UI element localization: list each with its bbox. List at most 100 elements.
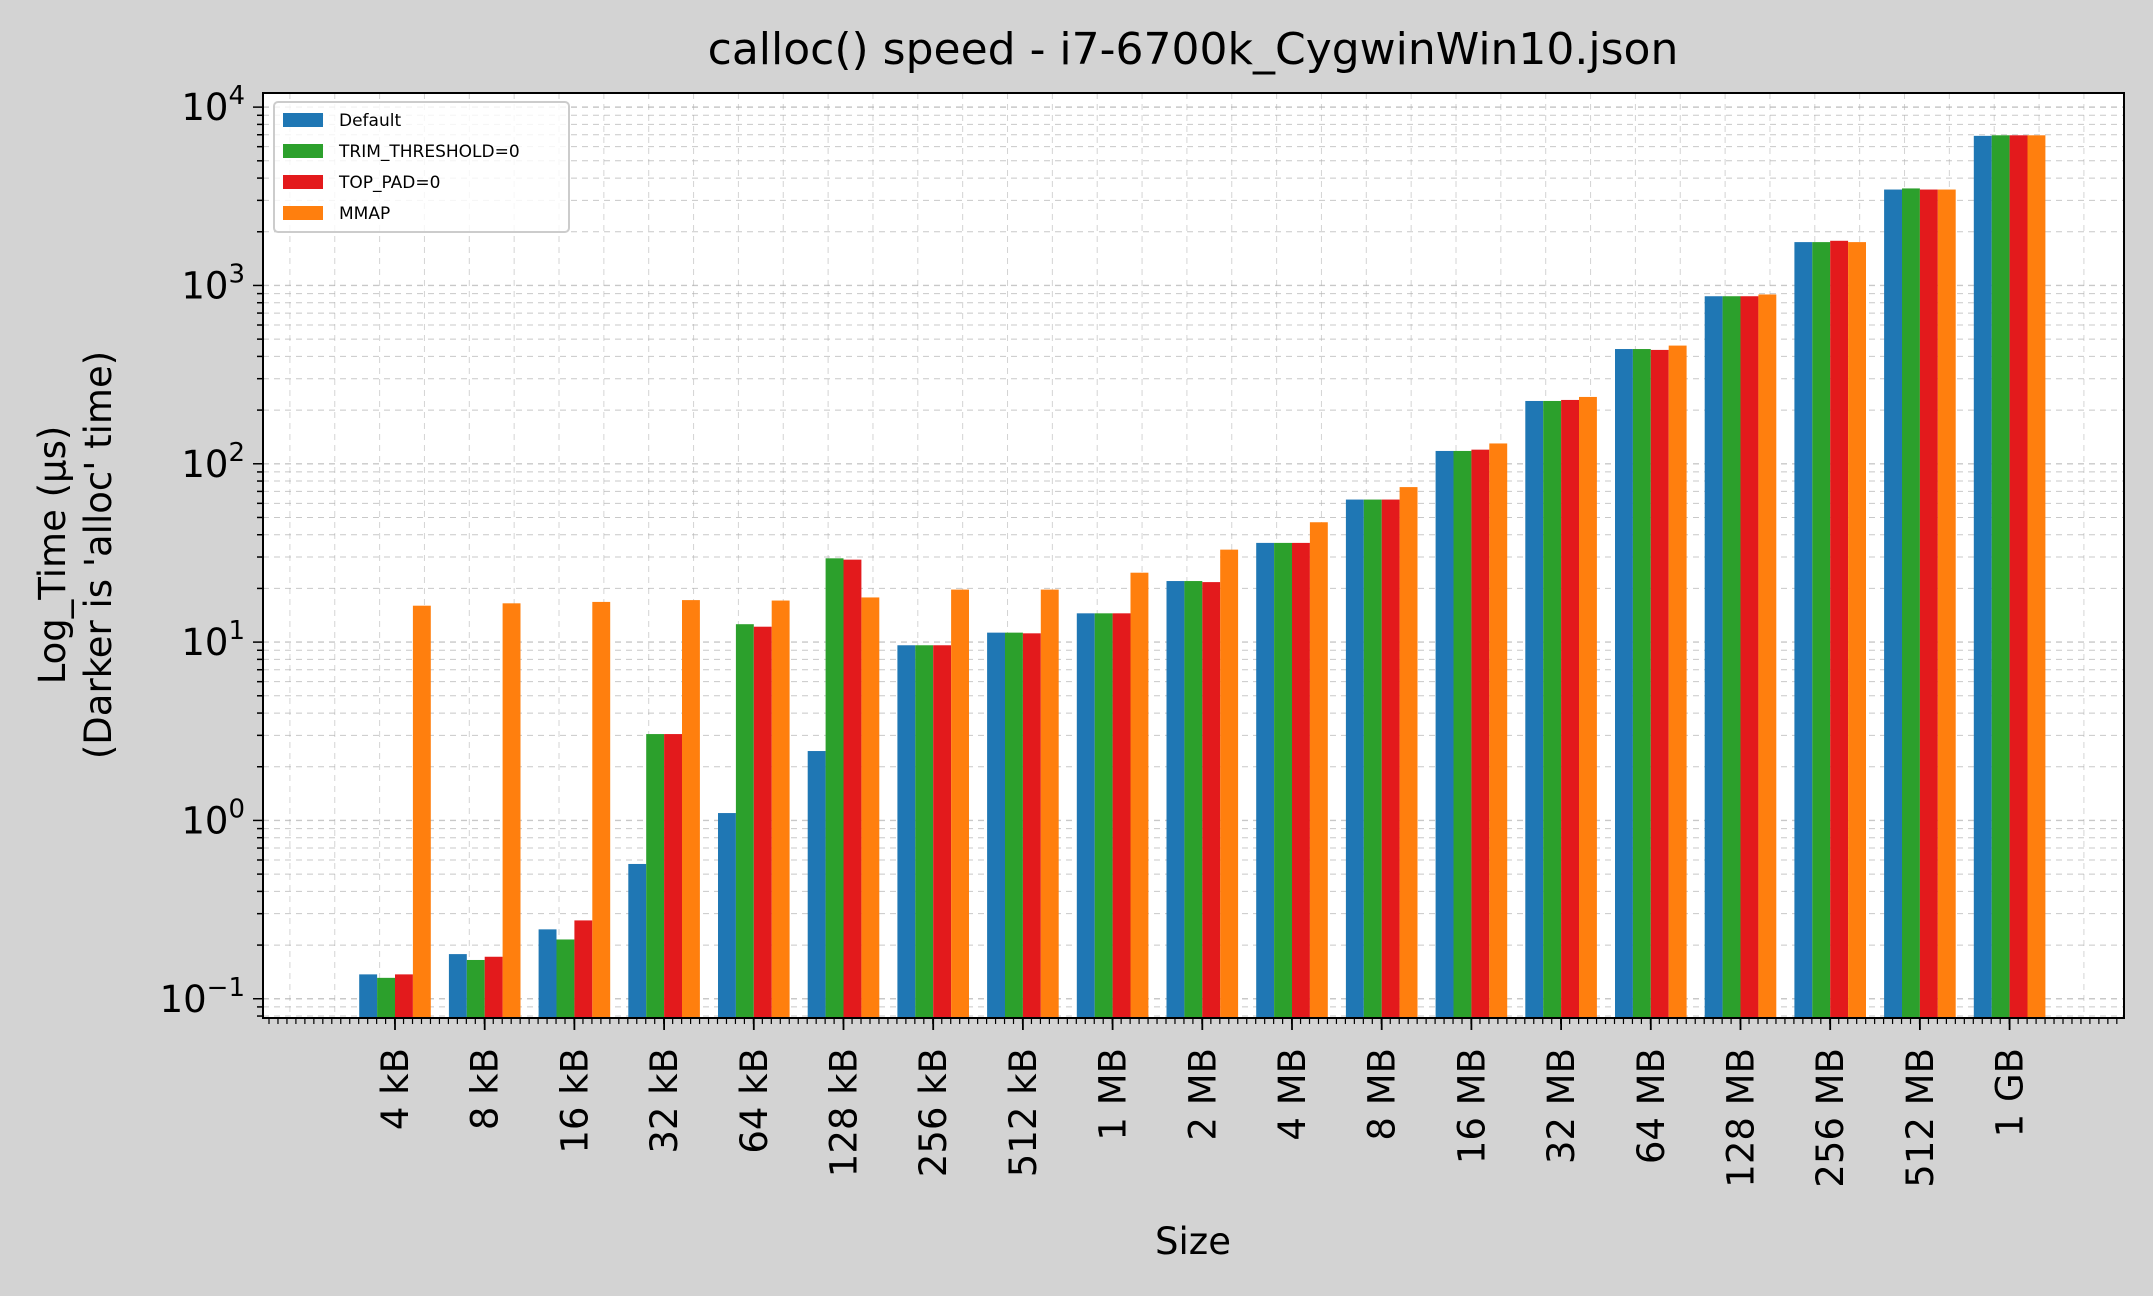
bar xyxy=(556,939,575,1018)
x-tick-label: 1 MB xyxy=(1092,1048,1135,1141)
bar xyxy=(753,626,772,1018)
bar xyxy=(1292,542,1310,1018)
bar xyxy=(1525,400,1544,1018)
bar xyxy=(1202,582,1221,1018)
x-tick-label: 128 MB xyxy=(1720,1048,1763,1188)
bar xyxy=(843,559,862,1018)
x-tick-label: 32 kB xyxy=(643,1048,686,1154)
bar xyxy=(1615,349,1633,1018)
bar xyxy=(825,558,844,1018)
y-axis-title-line2: (Darker is 'alloc' time) xyxy=(77,351,120,759)
bar xyxy=(538,929,557,1018)
bar xyxy=(1094,613,1113,1018)
bar xyxy=(1830,240,1849,1018)
bar xyxy=(718,813,736,1018)
bar xyxy=(1704,296,1723,1018)
legend-label: MMAP xyxy=(339,204,390,224)
y-tick-label: 100 xyxy=(181,794,245,842)
bar xyxy=(1040,589,1059,1018)
bar xyxy=(646,734,665,1018)
bar xyxy=(1812,242,1831,1018)
y-axis-title-line1: Log_Time (µs) xyxy=(31,426,74,685)
x-axis: 4 kB 8 kB 16 kB 32 kB 64 kB 128 kB 256 kB 512 k… xyxy=(268,1018,2118,1188)
x-tick-label: 8 kB xyxy=(464,1048,507,1130)
bar xyxy=(1453,450,1472,1019)
y-tick-label: 103 xyxy=(181,259,245,307)
bar xyxy=(807,751,826,1018)
x-tick-label: 4 MB xyxy=(1271,1048,1314,1141)
bar xyxy=(1471,449,1490,1019)
y-tick-exponent: 2 xyxy=(228,438,245,468)
bar xyxy=(1166,581,1185,1018)
bar xyxy=(987,632,1005,1018)
y-tick-label: 102 xyxy=(181,438,245,486)
bar xyxy=(359,974,378,1018)
bar xyxy=(933,645,952,1018)
bar xyxy=(592,601,611,1018)
y-tick-base: 10 xyxy=(181,621,228,664)
x-tick-label: 1 GB xyxy=(1989,1048,2032,1137)
bar xyxy=(771,600,790,1018)
bar xyxy=(1363,499,1382,1018)
legend: Default TRIM_THRESHOLD=0 TOP_PAD=0 MMAP xyxy=(273,101,570,233)
bar xyxy=(395,974,413,1018)
bar xyxy=(1919,189,1938,1018)
x-tick-label: 512 MB xyxy=(1899,1048,1942,1188)
x-tick-label: 128 kB xyxy=(823,1048,866,1177)
bar xyxy=(1561,399,1579,1018)
x-tick-label: 2 MB xyxy=(1181,1048,1224,1141)
bar xyxy=(1758,294,1777,1019)
y-tick-label: 10−1 xyxy=(160,973,245,1021)
bar xyxy=(1740,296,1759,1018)
bar xyxy=(1184,581,1203,1018)
legend-label: TRIM_THRESHOLD=0 xyxy=(338,142,520,162)
bar xyxy=(1848,242,1866,1018)
bar xyxy=(484,956,503,1018)
legend-swatch xyxy=(283,175,323,189)
legend-swatch xyxy=(283,206,323,220)
bar xyxy=(377,977,395,1018)
bar xyxy=(861,597,880,1018)
bar xyxy=(502,603,521,1018)
x-axis-title: Size xyxy=(1155,1220,1231,1263)
x-tick-label: 16 MB xyxy=(1450,1048,1493,1164)
x-tick-label: 256 kB xyxy=(912,1048,955,1177)
y-tick-exponent: 0 xyxy=(228,794,245,824)
bar xyxy=(682,600,700,1018)
bar xyxy=(1902,188,1920,1018)
bar xyxy=(1381,499,1400,1018)
bar xyxy=(2009,135,2028,1018)
bar xyxy=(1884,189,1902,1018)
bar xyxy=(1274,542,1292,1018)
x-tick-label: 64 MB xyxy=(1630,1048,1673,1164)
y-tick-label: 104 xyxy=(181,81,245,129)
bar xyxy=(1650,349,1669,1019)
legend-swatch xyxy=(283,144,323,158)
legend-label: TOP_PAD=0 xyxy=(338,173,440,193)
y-tick-exponent: 3 xyxy=(228,259,245,289)
y-tick-base: 10 xyxy=(181,799,228,842)
bar xyxy=(1991,135,2010,1018)
bar xyxy=(897,645,916,1018)
bar xyxy=(1076,613,1095,1018)
bar xyxy=(1973,135,1992,1019)
bar xyxy=(1022,633,1041,1018)
y-tick-base: 10 xyxy=(181,264,228,307)
bar xyxy=(1130,572,1149,1018)
bars xyxy=(359,135,2046,1019)
bar xyxy=(1435,450,1454,1019)
y-tick-label: 101 xyxy=(181,616,245,664)
bar xyxy=(1256,542,1275,1018)
bar xyxy=(1220,549,1239,1018)
bar xyxy=(1722,296,1741,1018)
y-tick-exponent: 4 xyxy=(228,81,245,111)
bar xyxy=(1543,400,1562,1018)
x-tick-label: 4 kB xyxy=(374,1048,417,1130)
x-tick-label: 64 kB xyxy=(733,1048,776,1154)
bar xyxy=(951,589,969,1018)
x-tick-label: 512 kB xyxy=(1002,1048,1045,1177)
y-tick-base: 10 xyxy=(160,978,207,1021)
